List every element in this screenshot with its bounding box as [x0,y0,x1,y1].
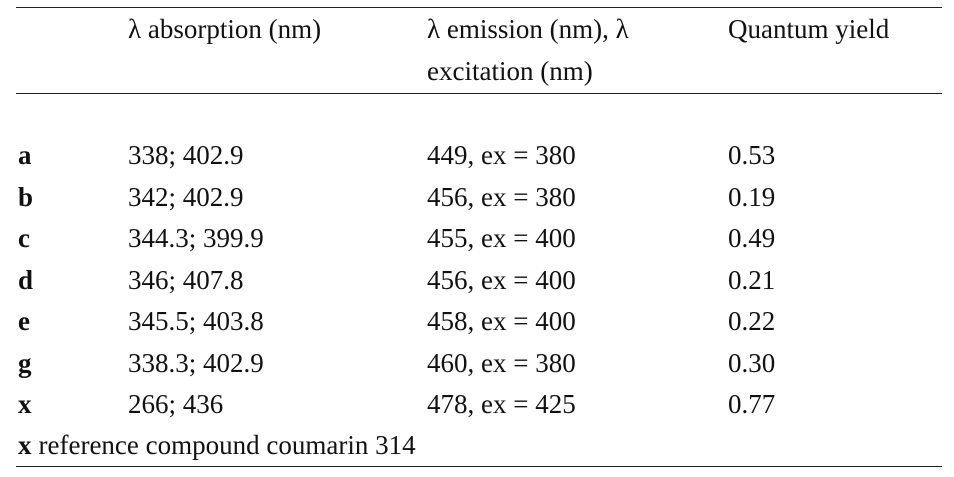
row-label: a [18,140,32,170]
table-cell: 0.53 [728,140,776,170]
table-cell: 0.21 [728,264,776,295]
footnote-text: reference compound coumarin 314 [38,430,416,460]
bottom-rule [16,466,942,467]
table-cell: 346; 407.8 [128,264,244,295]
footnote: x reference compound coumarin 314 [18,424,416,466]
table-cell: 456, ex = 400 [427,264,576,295]
table-cell: 478, ex = 425 [427,389,576,419]
table-cell: 338.3; 402.9 [128,347,264,378]
table-cell: 342; 402.9 [128,181,244,212]
row-label: d [18,264,34,295]
column-header: λ emission (nm), λ excitation (nm) [427,14,629,86]
footnote-label: x [18,430,32,460]
header-rule [16,93,942,94]
row-label: c [18,223,30,253]
table-cell: 0.49 [728,223,776,253]
table-cell: 0.19 [728,181,776,212]
table-cell: 344.3; 399.9 [128,223,264,253]
row-label: x [18,389,32,419]
column-header: Quantum yield [728,14,890,44]
table-cell: 449, ex = 380 [427,140,576,170]
row-label: b [18,181,34,212]
table-cell: 455, ex = 400 [427,223,576,253]
column-header: λ absorption (nm) [128,14,322,44]
table-cell: 0.22 [728,306,776,336]
table-cell: 460, ex = 380 [427,347,576,378]
top-rule [16,7,942,8]
row-label: g [18,347,32,378]
row-label: e [18,306,30,336]
table-cell: 458, ex = 400 [427,306,576,336]
table-cell: 0.77 [728,389,776,419]
table-cell: 345.5; 403.8 [128,306,264,336]
table-cell: 456, ex = 380 [427,181,576,212]
table-cell: 338; 402.9 [128,140,244,170]
table-cell: 0.30 [728,347,776,378]
table-cell: 266; 436 [128,389,224,419]
